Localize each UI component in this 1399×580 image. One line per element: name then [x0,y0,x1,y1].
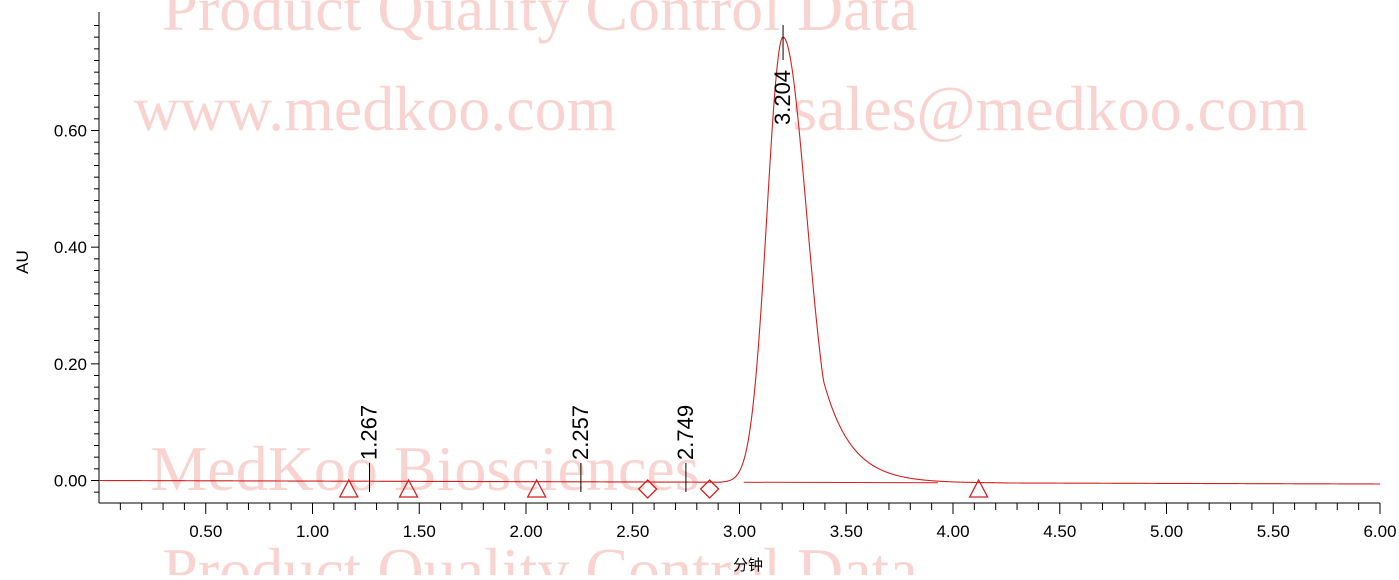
y-axis-ticks: 0.00 0.20 0.40 0.60 [54,25,99,493]
peak-baseline [743,481,939,484]
x-tick-label: 5.50 [1257,522,1290,541]
x-axis-label: 分钟 [733,557,763,574]
integration-triangle-marker [968,478,989,498]
peak-retention-label: 1.267 [357,405,382,460]
y-tick-label: 0.00 [54,472,87,491]
x-tick-label: 3.00 [723,522,756,541]
x-tick-label: 2.00 [509,522,542,541]
integration-triangle-marker [338,478,359,498]
watermark-bottom: Product Quality Control Data [162,535,917,575]
y-tick-label: 0.40 [54,238,87,257]
watermark-layer: Product Quality Control Data www.medkoo.… [134,0,1308,580]
integration-triangle-marker [526,478,547,498]
integration-diamond-marker [699,479,720,499]
x-tick-label: 2.50 [616,522,649,541]
y-tick-label: 0.60 [54,122,87,141]
x-tick-label: 4.00 [936,522,969,541]
integration-diamond-marker [637,479,658,499]
chromatogram-trace [99,36,1380,485]
x-tick-label: 6.00 [1363,522,1396,541]
x-axis-ticks: 0.50 1.00 1.50 2.00 2.50 3.00 3.50 4.00 4.50 5.00… [119,503,1397,541]
watermark-top: Product Quality Control Data [162,0,917,44]
x-tick-label: 1.00 [296,522,329,541]
peak-labels: 1.267 2.257 2.749 3.204 [357,25,795,492]
integration-markers [338,478,989,499]
chromatogram-series [99,36,1380,485]
x-tick-label: 3.50 [830,522,863,541]
x-tick-label: 5.00 [1150,522,1183,541]
watermark-url: www.medkoo.com [134,73,617,144]
integration-triangle-marker [398,478,419,498]
watermark-email: sales@medkoo.com [792,73,1308,144]
watermark-company: MedKoo Biosciences [150,433,699,504]
x-tick-label: 1.50 [403,522,436,541]
y-tick-label: 0.20 [54,355,87,374]
peak-retention-label: 2.257 [568,405,593,460]
x-tick-label: 0.50 [189,522,222,541]
peak-retention-label: 2.749 [673,405,698,460]
y-axis-label: AU [13,250,32,274]
x-tick-label: 4.50 [1043,522,1076,541]
peak-retention-label: 3.204 [770,70,795,125]
